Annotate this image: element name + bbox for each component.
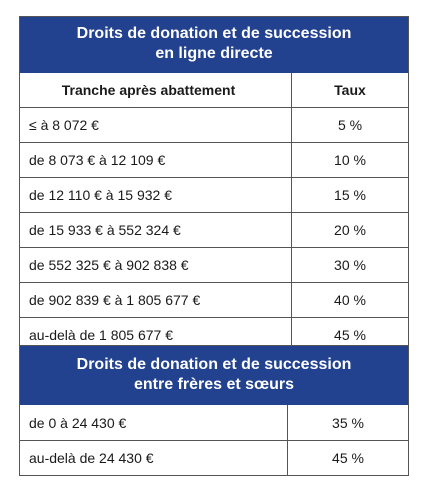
tranche-cell: ≤ à 8 072 € xyxy=(20,108,292,142)
taux-cell: 15 % xyxy=(334,187,366,203)
table-row: de 902 839 € à 1 805 677 € 40 % xyxy=(20,282,408,317)
table-title-line1: Droits de donation et de succession xyxy=(76,356,352,373)
table-title-line1: Droits de donation et de succession xyxy=(76,25,352,42)
table-header: Droits de donation et de succession entr… xyxy=(20,346,408,405)
table-row: de 0 à 24 430 € 35 % xyxy=(20,405,408,440)
taux-cell: 10 % xyxy=(334,152,366,168)
tranche-cell: au-delà de 1 805 677 € xyxy=(20,318,292,352)
taux-cell: 45 % xyxy=(332,450,364,466)
taux-cell: 35 % xyxy=(332,414,364,431)
taux-cell: 20 % xyxy=(334,222,366,238)
taux-cell: 45 % xyxy=(334,327,366,343)
table-row: de 552 325 € à 902 838 € 30 % xyxy=(20,247,408,282)
table-row: de 8 073 € à 12 109 € 10 % xyxy=(20,142,408,177)
table-row: de 15 933 € à 552 324 € 20 % xyxy=(20,212,408,247)
tranche-cell: de 902 839 € à 1 805 677 € xyxy=(20,283,292,317)
table-row: ≤ à 8 072 € 5 % xyxy=(20,107,408,142)
column-header-taux: Taux xyxy=(334,82,366,98)
tranche-cell: au-delà de 24 430 € xyxy=(20,441,288,475)
table-header: Droits de donation et de succession en l… xyxy=(20,17,408,73)
column-header-tranche: Tranche après abattement xyxy=(20,73,292,107)
tranche-cell: de 8 073 € à 12 109 € xyxy=(20,143,292,177)
taux-cell: 40 % xyxy=(334,292,366,308)
table-freres-soeurs: Droits de donation et de succession entr… xyxy=(19,345,409,476)
taux-cell: 30 % xyxy=(334,257,366,273)
taux-cell: 5 % xyxy=(337,117,363,133)
tranche-cell: de 0 à 24 430 € xyxy=(20,405,288,440)
table-title-line2: en ligne directe xyxy=(155,45,273,62)
table-title-line2: entre frères et sœurs xyxy=(133,376,295,393)
table-row: au-delà de 24 430 € 45 % xyxy=(20,440,408,475)
tranche-cell: de 552 325 € à 902 838 € xyxy=(20,248,292,282)
column-header-row: Tranche après abattement Taux xyxy=(20,73,408,107)
table-row: au-delà de 1 805 677 € 45 % xyxy=(20,317,408,352)
tranche-cell: de 12 110 € à 15 932 € xyxy=(20,178,292,212)
table-row: de 12 110 € à 15 932 € 15 % xyxy=(20,177,408,212)
tranche-cell: de 15 933 € à 552 324 € xyxy=(20,213,292,247)
table-ligne-directe: Droits de donation et de succession en l… xyxy=(19,16,409,353)
